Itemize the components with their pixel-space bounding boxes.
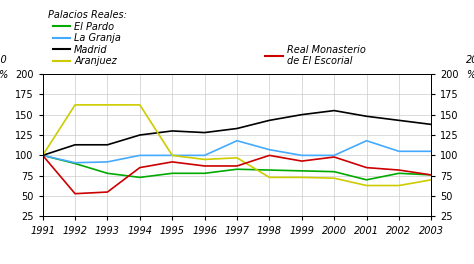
Text: 200: 200 <box>466 55 474 65</box>
Legend: Real Monasterio
de El Escorial: Real Monasterio de El Escorial <box>265 45 365 66</box>
Text: %: % <box>0 70 8 80</box>
Text: %: % <box>466 70 474 80</box>
Text: 200: 200 <box>0 55 8 65</box>
